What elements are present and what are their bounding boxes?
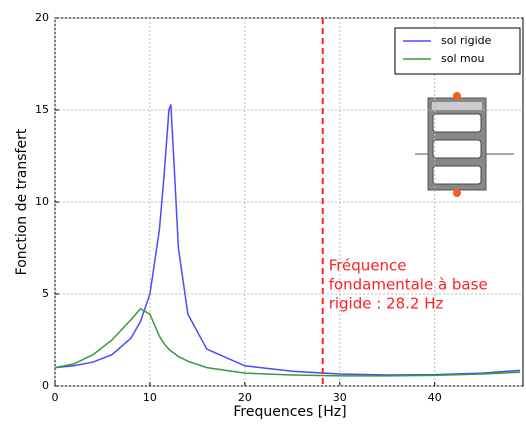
y-axis-label: Fonction de transfert — [14, 128, 30, 275]
annotation: fondamentale à base — [329, 276, 488, 294]
annotation: Fréquence — [329, 257, 407, 275]
annotation: rigide : 28.2 Hz — [329, 295, 444, 313]
y-tick-label: 10 — [35, 195, 49, 208]
y-tick-label: 20 — [35, 11, 49, 24]
building-icon — [415, 92, 514, 197]
legend-box — [394, 27, 521, 75]
x-tick-label: 30 — [333, 391, 347, 404]
y-tick-label: 5 — [42, 287, 49, 300]
x-tick-label: 20 — [238, 391, 252, 404]
x-tick-label: 10 — [143, 391, 157, 404]
legend-label: sol mou — [441, 52, 484, 65]
y-tick-label: 0 — [42, 379, 49, 392]
legend-label: sol rigide — [441, 34, 492, 47]
x-tick-label: 0 — [52, 391, 59, 404]
series-line — [54, 307, 521, 377]
series-line — [54, 104, 521, 376]
x-tick-label: 40 — [428, 391, 442, 404]
y-tick-label: 15 — [35, 103, 49, 116]
x-axis-label: Frequences [Hz] — [233, 404, 346, 420]
